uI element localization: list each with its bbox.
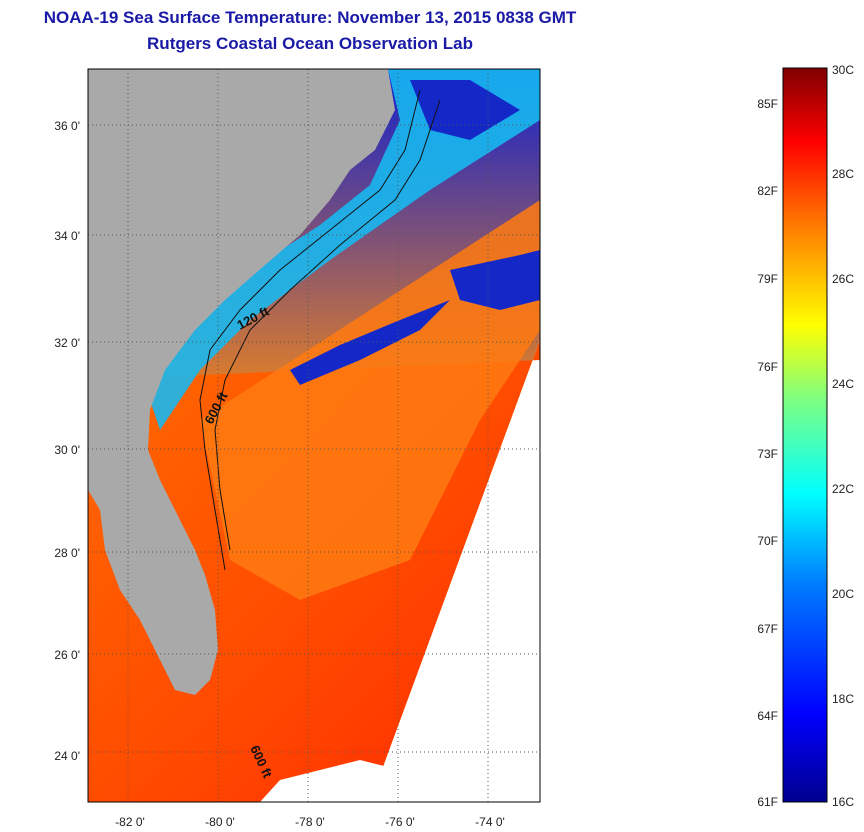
cbar-f-70: 70F [757, 534, 778, 548]
lon-tick-82: -82 0' [115, 815, 145, 829]
colorbar [782, 67, 828, 803]
cbar-f-67: 67F [757, 622, 778, 636]
lon-tick-78: -78 0' [295, 815, 325, 829]
cbar-c-26: 26C [832, 272, 854, 286]
lat-axis: 24 0' 26 0' 28 0' 30 0' 32 0' 34 0' 36 0… [54, 119, 80, 763]
lon-tick-76: -76 0' [385, 815, 415, 829]
cbar-c-22: 22C [832, 482, 854, 496]
cbar-c-20: 20C [832, 587, 854, 601]
colorbar-celsius-labels: 30C 28C 26C 24C 22C 20C 18C 16C [832, 63, 854, 809]
lat-tick-34: 34 0' [54, 229, 80, 243]
cbar-c-30: 30C [832, 63, 854, 77]
map-grid [88, 69, 540, 802]
cold-water-streak-east [450, 250, 540, 310]
cbar-f-82: 82F [757, 184, 778, 198]
colorbar-fahrenheit-labels: 85F 82F 79F 76F 73F 70F 67F 64F 61F [757, 97, 778, 809]
plot-frame [87, 68, 541, 803]
cbar-f-73: 73F [757, 447, 778, 461]
gulf-stream-band [200, 200, 540, 600]
cold-water-streak [290, 300, 450, 385]
cbar-f-76: 76F [757, 360, 778, 374]
lon-axis: -82 0' -80 0' -78 0' -76 0' -74 0' [115, 815, 505, 829]
isobath-120ft [199, 89, 421, 571]
lat-tick-28: 28 0' [54, 546, 80, 560]
map-subtitle: Rutgers Coastal Ocean Observation Lab [147, 34, 473, 53]
lat-tick-32: 32 0' [54, 336, 80, 350]
map-title: NOAA-19 Sea Surface Temperature: Novembe… [43, 8, 577, 27]
cbar-f-64: 64F [757, 709, 778, 723]
cbar-f-85: 85F [757, 97, 778, 111]
land-mass [88, 69, 395, 695]
cbar-c-18: 18C [832, 692, 854, 706]
cbar-f-61: 61F [757, 795, 778, 809]
lat-tick-26: 26 0' [54, 648, 80, 662]
cbar-c-24: 24C [832, 377, 854, 391]
cbar-c-28: 28C [832, 167, 854, 181]
lat-tick-24: 24 0' [54, 749, 80, 763]
lon-tick-74: -74 0' [475, 815, 505, 829]
lon-tick-80: -80 0' [205, 815, 235, 829]
isobath-600ft [214, 99, 441, 551]
cbar-c-16: 16C [832, 795, 854, 809]
lat-tick-36: 36 0' [54, 119, 80, 133]
lat-tick-30: 30 0' [54, 443, 80, 457]
cool-shelf-water [150, 69, 540, 430]
cbar-f-79: 79F [757, 272, 778, 286]
cuba-coast [260, 760, 400, 802]
